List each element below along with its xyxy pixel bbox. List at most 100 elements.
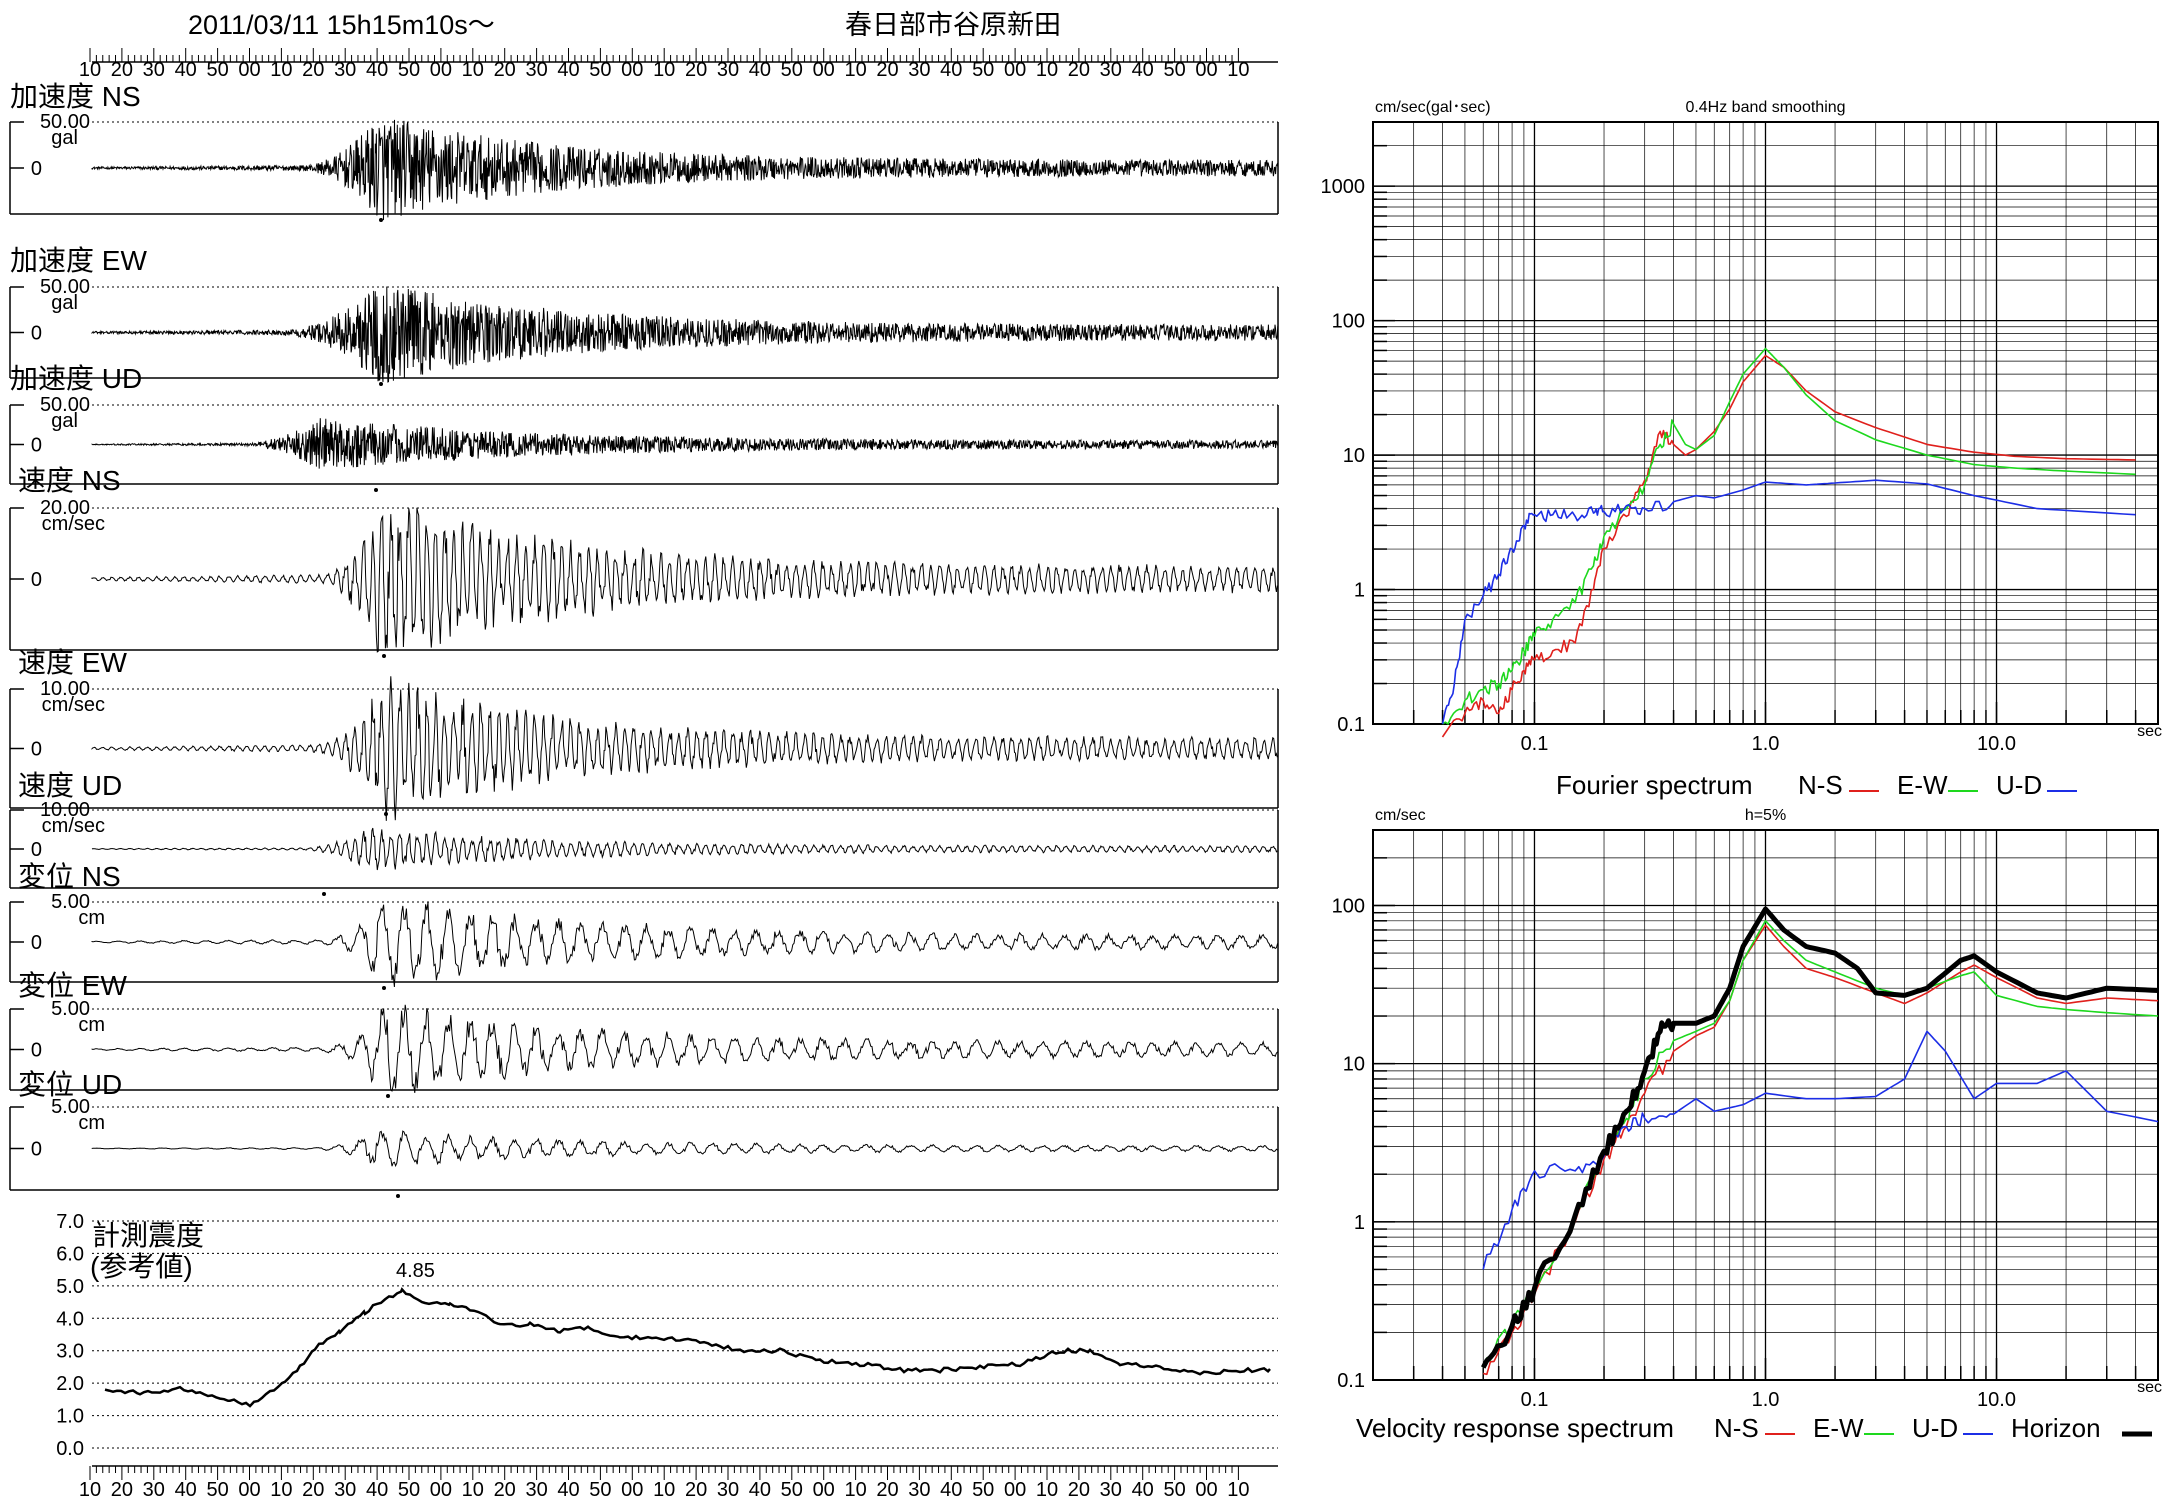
fourier-spectrum-chart: 1000 100 10 1 0.1 0.1 1.0 10.0 cm/sec(gal･sec) se… — [1321, 99, 2163, 800]
series-n-s-line — [1441, 354, 2136, 738]
time-tick-label: 20 — [302, 59, 324, 81]
waveform-trace — [91, 507, 1278, 653]
intensity-ytick: 7.0 — [56, 1211, 84, 1233]
time-tick-label: 20 — [111, 59, 133, 81]
waveform-scale: 5.00 — [51, 998, 90, 1020]
waveform-scale: 10.00 — [40, 678, 90, 700]
time-tick-label: 10 — [79, 59, 101, 81]
intensity-ytick: 0.0 — [56, 1438, 84, 1460]
waveform-title: 加速度 EW — [10, 245, 147, 276]
waveform-zero: 0 — [31, 839, 42, 861]
spectrum-ytick-label: 100 — [1332, 311, 1365, 333]
waveform-scale: 50.00 — [40, 276, 90, 298]
waveform-zero: 0 — [31, 1139, 42, 1161]
legend-horizon-label: Horizon — [2011, 1413, 2101, 1443]
legend-e-w-label: E-W — [1897, 770, 1948, 800]
waveform-unit: gal — [51, 127, 78, 149]
peak-marker — [386, 1094, 390, 1098]
spectrum-ytick-label: 10 — [1343, 445, 1365, 467]
waveform-zero: 0 — [31, 932, 42, 954]
time-tick-label: 10 — [1227, 59, 1249, 81]
time-tick-label: 40 — [1132, 59, 1154, 81]
time-tick-label: 00 — [1004, 59, 1026, 81]
time-tick-label: 30 — [334, 59, 356, 81]
waveform-title: 速度 NS — [18, 465, 121, 496]
time-tick-label: 10 — [1036, 59, 1058, 81]
waveform-trace — [91, 418, 1279, 469]
waveform-unit: cm/sec — [42, 694, 105, 716]
time-tick-label: 30 — [717, 59, 739, 81]
waveform-zero: 0 — [31, 435, 42, 457]
peak-marker — [322, 892, 326, 896]
peak-marker — [382, 986, 386, 990]
intensity-max-label: 4.85 — [396, 1260, 435, 1282]
time-tick-label: 30 — [334, 1479, 356, 1501]
spectrum-xlabel: sec — [2137, 723, 2162, 740]
intensity-panel: 計測震度 (参考値) 4.85 7.0 6.0 5.0 4.0 3.0 2.0 1.0 0.0 — [56, 1211, 1278, 1460]
spectrum-ytick-label: 0.1 — [1337, 714, 1365, 736]
series-u-d-line — [1441, 479, 2136, 725]
legend-e-w-label: E-W — [1813, 1413, 1864, 1443]
time-tick-label: 20 — [876, 1479, 898, 1501]
spectrum-ytick-label: 1000 — [1321, 176, 1366, 198]
time-tick-label: 00 — [1195, 1479, 1217, 1501]
waveform-zero: 0 — [31, 739, 42, 761]
time-tick-label: 50 — [1163, 1479, 1185, 1501]
time-tick-label: 20 — [685, 1479, 707, 1501]
waveform-trace — [91, 902, 1279, 988]
time-tick-label: 00 — [813, 59, 835, 81]
time-tick-label: 50 — [206, 1479, 228, 1501]
spectrum-title: Fourier spectrum — [1556, 770, 1753, 800]
spectrum-xtick-label: 0.1 — [1521, 733, 1549, 755]
legend-u-d-label: U-D — [1912, 1413, 1958, 1443]
time-tick-label: 10 — [270, 59, 292, 81]
time-tick-label: 20 — [876, 59, 898, 81]
intensity-curve — [104, 1287, 1271, 1408]
spectrum-xlabel: sec — [2137, 1379, 2162, 1396]
time-tick-label: 30 — [908, 59, 930, 81]
legend-n-s-label: N-S — [1714, 1413, 1759, 1443]
time-tick-label: 30 — [143, 59, 165, 81]
time-tick-label: 50 — [781, 59, 803, 81]
time-tick-label: 30 — [525, 59, 547, 81]
spectrum-frame — [1372, 121, 2159, 725]
time-tick-label: 40 — [940, 59, 962, 81]
time-tick-label: 10 — [1036, 1479, 1058, 1501]
intensity-subtitle: (参考値) — [90, 1251, 193, 1282]
waveform-scale: 50.00 — [40, 111, 90, 133]
series-n-s-line — [1483, 924, 2159, 1376]
time-tick-label: 50 — [589, 59, 611, 81]
waveform-zero: 0 — [31, 1040, 42, 1062]
time-tick-label: 10 — [1227, 1479, 1249, 1501]
spectrum-ytick-label: 10 — [1343, 1054, 1365, 1076]
spectrum-ytick-label: 1 — [1354, 580, 1365, 602]
time-tick-label: 10 — [844, 1479, 866, 1501]
intensity-ytick: 5.0 — [56, 1276, 84, 1298]
waveform-title: 速度 EW — [18, 647, 127, 678]
waveform-title: 加速度 UD — [10, 363, 142, 394]
spectrum-ytick-label: 0.1 — [1337, 1370, 1365, 1392]
spectrum-ytick-label: 100 — [1332, 895, 1365, 917]
waveform-trace — [91, 1130, 1278, 1168]
time-tick-label: 40 — [557, 59, 579, 81]
peak-marker — [396, 1194, 400, 1198]
waveform-title: 変位 UD — [18, 1069, 122, 1100]
time-tick-label: 20 — [1068, 59, 1090, 81]
time-tick-label: 00 — [1195, 59, 1217, 81]
spectrum-ylabel: cm/sec(gal･sec) — [1375, 99, 1491, 116]
time-tick-label: 10 — [462, 59, 484, 81]
waveform-unit: cm — [78, 907, 105, 929]
series-e-w-line — [1482, 920, 2159, 1368]
time-tick-label: 10 — [653, 1479, 675, 1501]
spectrum-ylabel: cm/sec — [1375, 807, 1426, 824]
spectrum-xtick-label: 10.0 — [1977, 1389, 2016, 1411]
time-tick-label: 40 — [749, 59, 771, 81]
time-tick-label: 30 — [1100, 1479, 1122, 1501]
time-tick-label: 30 — [1100, 59, 1122, 81]
